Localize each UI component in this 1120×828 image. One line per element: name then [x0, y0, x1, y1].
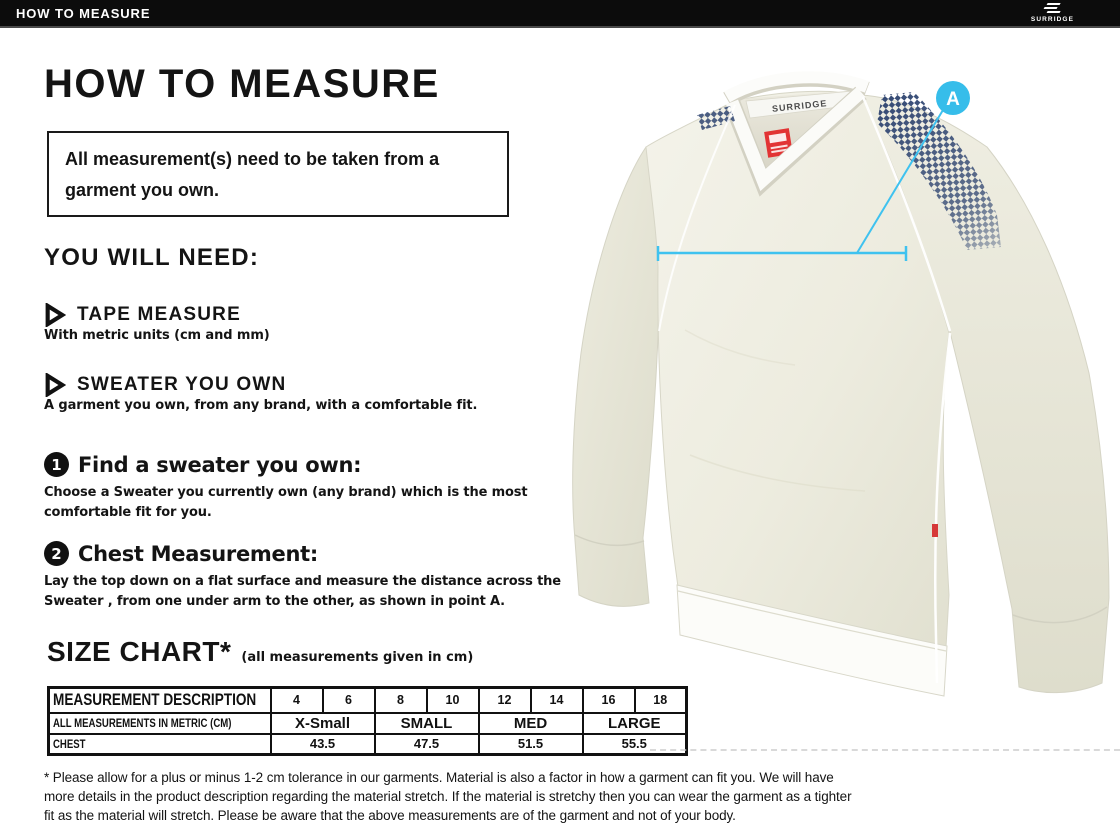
marker-leader-line — [856, 109, 944, 254]
marker-a-label: A — [946, 89, 960, 110]
triangle-bullet-icon — [45, 303, 66, 327]
tolerance-footnote: * Please allow for a plus or minus 1-2 c… — [44, 770, 852, 824]
size-chart-heading: SIZE CHART* (all measurements given in c… — [47, 636, 473, 668]
surridge-logo: SURRIDGE — [1031, 3, 1120, 23]
size-cell: 16 — [581, 686, 636, 714]
need-item-sweater: SWEATER YOU OWN A garment you own, from … — [44, 373, 584, 413]
triangle-bullet-icon — [45, 373, 66, 397]
size-group-cell: MED — [477, 711, 584, 735]
table-row-size-groups: ALL MEASUREMENTS IN METRIC (CM) X-Small … — [47, 711, 688, 735]
size-cell: 4 — [269, 686, 324, 714]
chest-measurement-annotation: A — [656, 81, 970, 261]
size-chart-table: MEASUREMENT DESCRIPTION 4 6 8 10 12 14 1… — [47, 686, 688, 756]
surridge-s-icon — [1041, 3, 1063, 15]
v-neck-collar — [723, 71, 870, 197]
sweater-diagram: SURRIDGE — [560, 35, 1120, 760]
size-cell: 14 — [529, 686, 584, 714]
size-cell: 12 — [477, 686, 532, 714]
header-title: HOW TO MEASURE — [16, 5, 151, 21]
size-chart-subtitle: (all measurements given in cm) — [241, 650, 474, 665]
hem-band — [676, 584, 948, 697]
step-description: Lay the top down on a flat surface and m… — [44, 574, 561, 609]
need-item-tape-measure: TAPE MEASURE With metric units (cm and m… — [44, 303, 584, 343]
size-cell: 18 — [633, 686, 688, 714]
step-2: 2 Chest Measurement: Lay the top down on… — [44, 541, 589, 611]
need-item-label: SWEATER YOU OWN — [77, 374, 287, 395]
need-item-description: A garment you own, from any brand, with … — [44, 398, 478, 413]
notice-box: All measurement(s) need to be taken from… — [47, 131, 509, 217]
measurement-description-header: MEASUREMENT DESCRIPTION — [53, 690, 257, 710]
side-seam-red-tag — [932, 524, 938, 537]
marker-a-circle — [936, 81, 970, 115]
size-chart-title: SIZE CHART* — [47, 636, 232, 667]
step-title: Find a sweater you own: — [78, 452, 362, 477]
size-cell: 6 — [321, 686, 376, 714]
you-will-need-heading: YOU WILL NEED: — [44, 244, 260, 271]
chest-row-label: CHEST — [53, 736, 86, 751]
page-title: HOW TO MEASURE — [44, 62, 440, 106]
sweater-illustration: SURRIDGE — [572, 71, 1110, 697]
step-title: Chest Measurement: — [78, 541, 318, 566]
step-description: Choose a Sweater you currently own (any … — [44, 485, 528, 520]
chest-value-cell: 47.5 — [373, 732, 480, 755]
size-cell: 10 — [425, 686, 480, 714]
page-header-bar: HOW TO MEASURE SURRIDGE — [0, 0, 1120, 28]
chest-value-cell: 43.5 — [269, 732, 376, 755]
size-group-cell: X-Small — [269, 711, 376, 735]
table-row-sizes: MEASUREMENT DESCRIPTION 4 6 8 10 12 14 1… — [47, 686, 688, 714]
need-item-description: With metric units (cm and mm) — [44, 328, 270, 343]
step-1: 1 Find a sweater you own: Choose a Sweat… — [44, 452, 589, 522]
piping-seams — [658, 96, 952, 684]
metric-label: ALL MEASUREMENTS IN METRIC (CM) — [53, 716, 232, 730]
size-group-cell: LARGE — [581, 711, 688, 735]
size-cell: 8 — [373, 686, 428, 714]
chest-value-cell: 51.5 — [477, 732, 584, 755]
brand-name: SURRIDGE — [1030, 16, 1074, 23]
step-number-badge: 1 — [44, 452, 69, 477]
size-group-cell: SMALL — [373, 711, 480, 735]
need-item-label: TAPE MEASURE — [77, 304, 241, 325]
shoulder-check-pattern — [697, 92, 1001, 250]
image-bottom-edge — [650, 749, 1120, 751]
step-number-badge: 2 — [44, 541, 69, 566]
